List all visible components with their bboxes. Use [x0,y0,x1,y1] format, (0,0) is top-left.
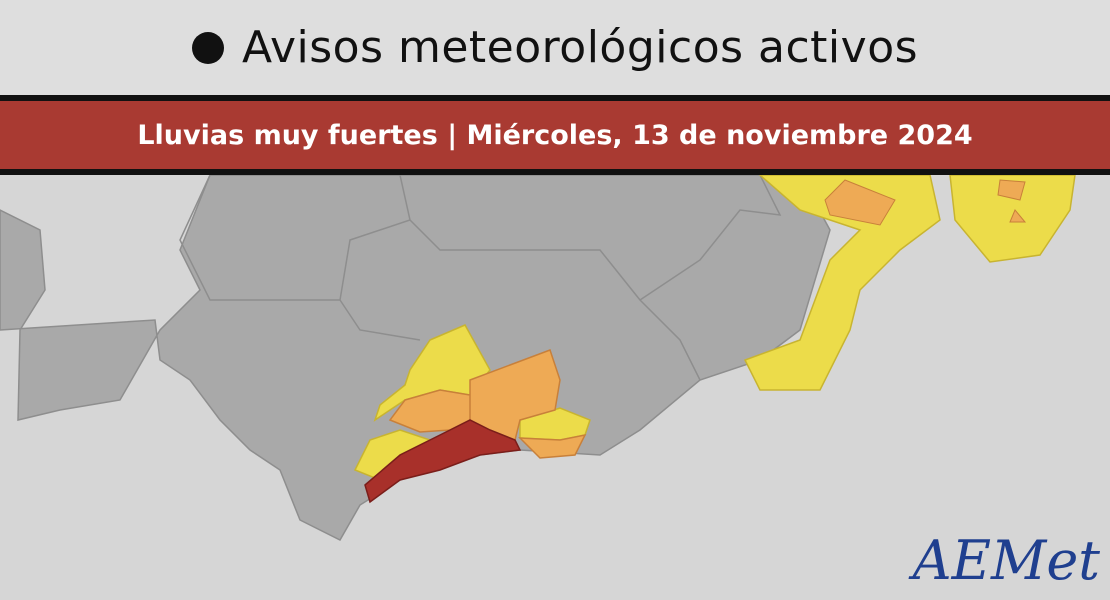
yellow-zone [743,175,941,391]
logo: AEMet [912,529,1100,592]
warning-map [0,175,1110,600]
orange-zone [997,179,1027,223]
land [0,175,831,541]
borders [179,175,782,381]
orange-zone [824,179,896,226]
banner: Lluvias muy fuertes | Miércoles, 13 de n… [0,95,1110,175]
header: Avisos meteorológicos activos [0,0,1110,95]
red-zone [364,419,522,504]
title: Avisos meteorológicos activos [241,22,919,73]
bullet [191,31,224,64]
banner-text: Lluvias muy fuertes | Miércoles, 13 de n… [137,119,973,151]
